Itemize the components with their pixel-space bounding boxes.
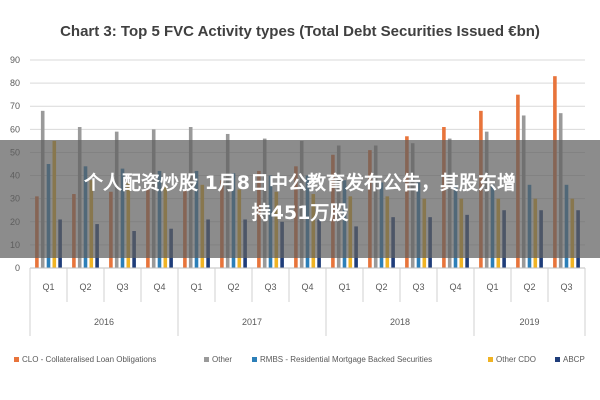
x-tick-label: Q1 [486,282,498,292]
caption-overlay [0,140,600,258]
y-tick-label: 0 [15,263,20,273]
legend-swatch [204,357,209,362]
legend-label: Other [212,355,232,364]
x-tick-label: Q2 [375,282,387,292]
caption-line-1: 个人配资炒股 1月8日中公教育发布公告，其股东增 [83,172,517,194]
caption-text: 个人配资炒股 1月8日中公教育发布公告，其股东增 持451万股 [0,168,600,228]
x-tick-label: Q1 [190,282,202,292]
y-tick-label: 90 [10,55,20,65]
legend: CLO - Collateralised Loan Obligations Oth… [14,355,585,364]
legend-swatch [555,357,560,362]
legend-label: Other CDO [496,355,536,364]
x-tick-label: Q2 [79,282,91,292]
chart-title: Chart 3: Top 5 FVC Activity types (Total… [60,23,540,40]
x-tick-label: Q3 [412,282,424,292]
y-tick-label: 70 [10,101,20,111]
y-tick-label: 60 [10,124,20,134]
x-tick-label: Q4 [449,282,461,292]
x-tick-label: Q2 [227,282,239,292]
x-tick-label: Q1 [42,282,54,292]
legend-label: RMBS - Residential Mortgage Backed Secur… [260,355,432,364]
legend-swatch [252,357,257,362]
caption-line-2: 持451万股 [251,202,349,224]
x-tick-label: Q4 [301,282,313,292]
x-tick-label: Q3 [560,282,572,292]
year-label: 2018 [390,317,410,327]
x-tick-label: Q3 [116,282,128,292]
legend-swatch [14,357,19,362]
x-tick-label: Q4 [153,282,165,292]
legend-swatch [488,357,493,362]
x-axis: Q1 Q2 Q3 Q4 Q1 Q2 Q3 Q4 Q1 Q2 Q3 Q4 Q1 Q2 Q3 2016 2017 20… [29,267,586,336]
year-label: 2019 [519,317,539,327]
y-tick-label: 80 [10,78,20,88]
x-tick-label: Q3 [264,282,276,292]
legend-label: ABCP [563,355,585,364]
x-tick-label: Q1 [338,282,350,292]
legend-label: CLO - Collateralised Loan Obligations [22,355,156,364]
year-label: 2017 [242,317,262,327]
year-label: 2016 [94,317,114,327]
x-tick-label: Q2 [523,282,535,292]
